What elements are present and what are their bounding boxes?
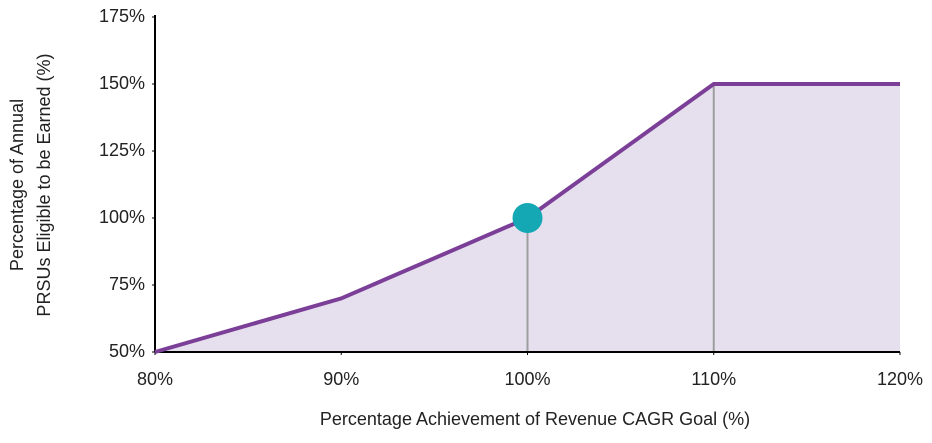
x-tick-label: 110% <box>691 369 736 389</box>
y-axis-label: Percentage of Annual PRSUs Eligible to b… <box>7 53 54 316</box>
y-tick-label: 75% <box>109 274 145 294</box>
x-tick-label: 90% <box>323 369 359 389</box>
x-tick-label: 100% <box>504 369 550 389</box>
y-axis-label-line: Percentage of Annual <box>7 99 27 271</box>
y-tick-label: 125% <box>99 140 145 160</box>
highlight-point <box>512 203 543 233</box>
y-axis-label-line: PRSUs Eligible to be Earned (%) <box>34 53 54 316</box>
x-tick-label: 120% <box>877 369 923 389</box>
y-tick-label: 150% <box>99 73 145 93</box>
y-tick-label: 100% <box>99 207 145 227</box>
y-tick-label: 175% <box>99 6 145 26</box>
x-axis-label: Percentage Achievement of Revenue CAGR G… <box>320 409 750 429</box>
y-tick-label: 50% <box>109 341 145 361</box>
x-tick-label: 80% <box>137 369 173 389</box>
